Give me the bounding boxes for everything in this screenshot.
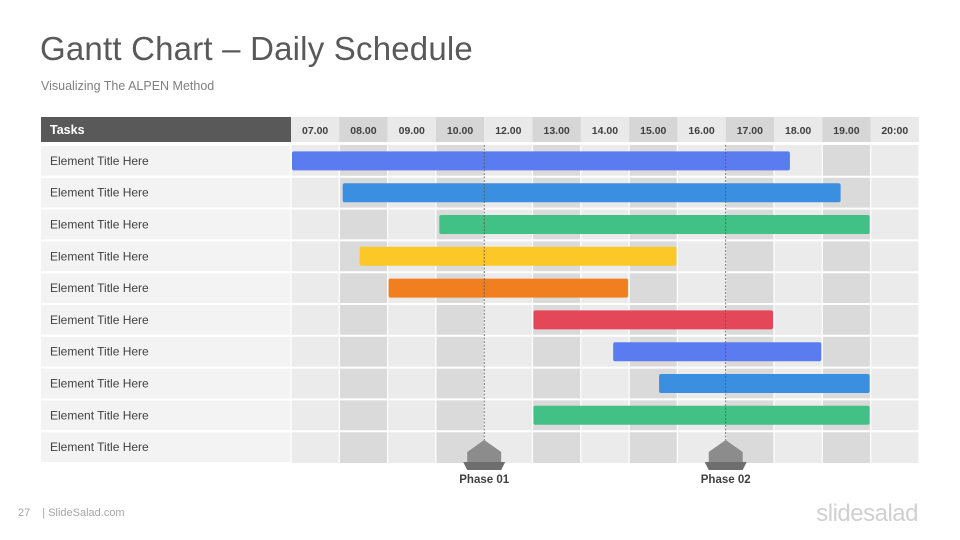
time-header-label: 10.00 (447, 125, 473, 137)
milestone-base (704, 462, 747, 470)
task-bar (388, 278, 629, 298)
task-label: Element Title Here (50, 440, 149, 454)
milestone-marker (467, 440, 502, 464)
task-bar (342, 183, 841, 203)
time-header-cell (870, 117, 919, 142)
task-label: Element Title Here (50, 408, 149, 422)
page-number: 27 (18, 507, 31, 519)
milestone-label: Phase 02 (701, 474, 751, 486)
task-label: Element Title Here (50, 154, 149, 168)
time-header-label: 17.00 (737, 125, 763, 137)
task-label-cell (41, 273, 291, 303)
time-header-cell (774, 117, 823, 142)
time-header-label: 08.00 (350, 125, 376, 137)
time-header-cell (291, 117, 340, 142)
task-bar (533, 310, 773, 330)
time-header-label: 19.00 (833, 125, 859, 137)
task-label: Element Title Here (50, 249, 149, 263)
task-bar (659, 374, 870, 393)
time-header-label: 09.00 (399, 125, 425, 137)
milestone-label: Phase 01 (459, 474, 509, 486)
tasks-header-label: Tasks (50, 123, 85, 137)
milestone-marker (708, 440, 743, 464)
task-label: Element Title Here (50, 281, 149, 295)
tasks-header-cell (41, 117, 291, 142)
time-header-label: 12.00 (495, 125, 521, 137)
time-header-cell (677, 117, 726, 142)
task-label-cell (41, 305, 291, 335)
time-header-cell (387, 117, 436, 142)
slide-subtitle: Visualizing The ALPEN Method (41, 79, 215, 93)
milestone-base (463, 462, 506, 470)
task-bar (439, 215, 870, 234)
time-header-cell (580, 117, 630, 142)
task-bar (359, 246, 677, 266)
task-label-cell (41, 146, 291, 176)
time-header-label: 07.00 (302, 125, 328, 137)
task-label-cell (41, 336, 291, 367)
brand-logo: slidesalad (816, 500, 918, 527)
time-header-label: 20:00 (881, 125, 908, 137)
time-header-cell (629, 117, 678, 142)
time-header-cell (725, 117, 774, 142)
footer-source: | SlideSalad.com (42, 507, 125, 519)
time-header-label: 14.00 (592, 125, 618, 137)
task-label: Element Title Here (50, 313, 149, 327)
task-label-cell (41, 241, 291, 272)
time-header-cell (532, 117, 581, 142)
task-label: Element Title Here (50, 345, 149, 359)
time-header-cell (435, 117, 485, 142)
time-header-label: 16.00 (688, 125, 714, 137)
time-header-cell (484, 117, 533, 142)
task-label-cell (41, 177, 291, 208)
task-label-cell (41, 368, 291, 399)
time-header-cell (822, 117, 871, 142)
task-label: Element Title Here (50, 186, 149, 200)
time-header-cell (339, 117, 388, 142)
time-header-label: 15.00 (640, 125, 666, 137)
task-label-cell (41, 432, 291, 462)
slide-title: Gantt Chart – Daily Schedule (40, 30, 473, 67)
task-label: Element Title Here (50, 377, 149, 391)
task-bar (613, 342, 822, 362)
task-label: Element Title Here (50, 218, 149, 232)
task-bar (292, 151, 790, 171)
task-bar (533, 405, 870, 425)
footer: 27 | SlideSalad.com (18, 507, 129, 519)
time-header-label: 13.00 (544, 125, 570, 137)
time-header-label: 18.00 (785, 125, 811, 137)
task-label-cell (41, 400, 291, 431)
task-label-cell (41, 209, 291, 240)
